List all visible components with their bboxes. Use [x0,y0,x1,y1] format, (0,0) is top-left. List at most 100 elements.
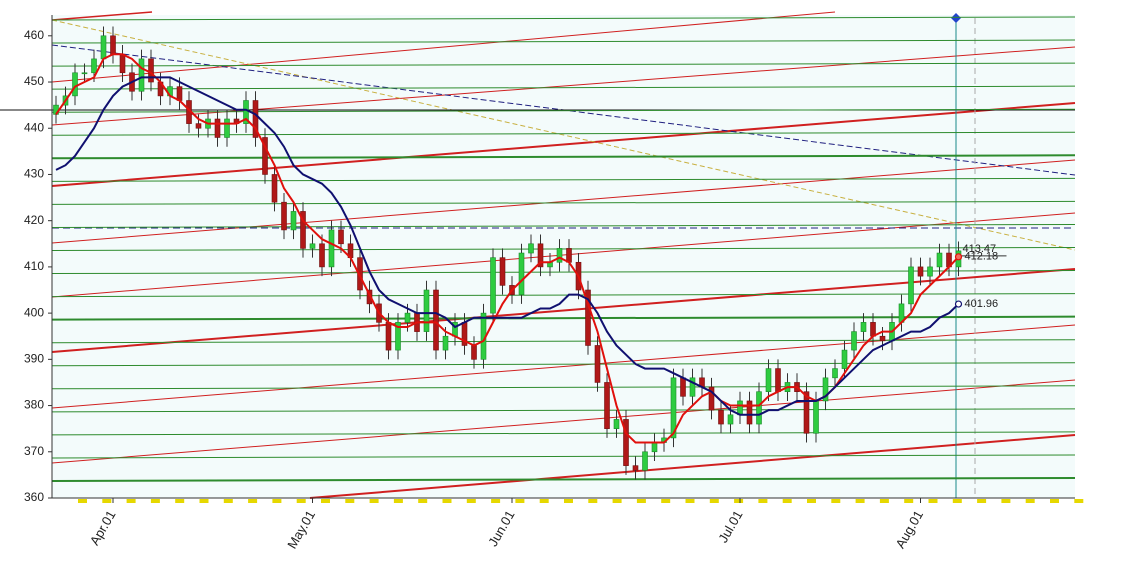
axis-marker [369,499,379,503]
candle-body [518,252,525,295]
candle-body [252,100,259,138]
candle-body [841,349,848,369]
candle-body [72,72,78,97]
channel-line [51,223,1076,228]
axis-marker [1001,499,1011,503]
axis-marker [758,499,768,503]
axis-marker [1050,499,1059,503]
x-tick-label: May.01 [284,508,318,552]
candle-body [689,377,696,397]
candle-body [566,248,572,263]
channel-line [51,108,1076,113]
axis-marker [1074,499,1084,503]
y-tick-label: 410 [24,259,44,273]
last-value-dot [954,253,963,261]
trend-line [51,19,1076,251]
candle-body [708,386,715,411]
candle-body [870,322,876,337]
candle-body [176,86,183,101]
axis-marker [831,499,841,503]
channel-line [51,154,1076,160]
channel-line [51,339,1076,344]
candle-body [300,211,306,249]
axis-marker [150,499,160,503]
axis-marker [223,499,233,503]
candle-body [917,266,924,277]
y-tick-label: 360 [24,490,44,504]
y-tick-label: 440 [24,120,44,134]
candle-body [936,252,943,268]
axis-marker [661,499,671,503]
trend-line [51,11,153,21]
axis-marker [466,499,476,503]
y-tick-label: 390 [24,352,44,366]
channel-line [51,408,1076,413]
axis-marker [734,499,744,503]
axis-marker [248,499,258,503]
axis-marker [272,499,282,503]
trend-line [51,379,1076,464]
candle-body [119,53,126,74]
channel-line [51,454,1076,459]
candle-body [385,322,392,351]
candle-body [290,211,297,231]
candle-body [91,58,97,74]
candle-body [879,335,886,342]
candle-body [366,289,373,305]
candle-body [613,419,620,429]
trend-line [51,324,1076,409]
axis-marker [78,499,87,503]
channel-line [51,247,1076,251]
last-value-label: 413.47 [963,243,997,255]
y-tick-label: 400 [24,305,44,319]
x-tick-label: Aug.01 [892,508,926,551]
candle-body [727,414,734,425]
candle-body [851,331,857,351]
axis-marker [175,499,185,503]
candle-body [528,243,534,254]
trend-line [51,159,1076,244]
axis-marker [418,499,428,503]
candle-body [813,400,819,434]
candle-body [860,322,867,332]
channel-line [51,39,1076,44]
candle-body [680,377,686,397]
channel-line [51,362,1076,367]
axis-marker [296,499,306,503]
candle-body [214,118,221,138]
average-line [55,76,960,416]
candle-body [195,123,202,129]
y-tick-label: 380 [24,398,44,412]
trend-line [51,102,1076,187]
axis-marker [1025,499,1035,503]
candle-body [651,442,658,453]
trend-line [51,11,836,83]
candle-body [632,465,639,471]
channel-line [51,315,1076,321]
channel-line [51,131,1076,136]
candle-body [442,335,449,351]
candle-body [357,257,363,291]
candle-body [594,345,601,383]
axis-marker [977,499,987,503]
axis-marker [709,499,719,503]
candle-body [309,243,316,249]
candle-body [775,368,781,392]
candle-body [927,266,933,277]
channel-line [51,62,1076,67]
axis-marker [782,499,792,503]
axis-marker [442,499,452,503]
candle-body [110,35,116,55]
candle-body [642,451,648,471]
last-value-label: 401.96 [965,298,999,310]
channel-line [51,431,1076,436]
channel-line [51,177,1076,182]
candle-body [746,400,753,425]
channel-line [51,270,1076,275]
candle-body [737,400,743,416]
candle-body [670,377,677,439]
last-value-dot [954,300,963,308]
axis-marker [636,499,646,503]
y-tick-label: 420 [24,213,44,227]
axis-marker [879,499,889,503]
